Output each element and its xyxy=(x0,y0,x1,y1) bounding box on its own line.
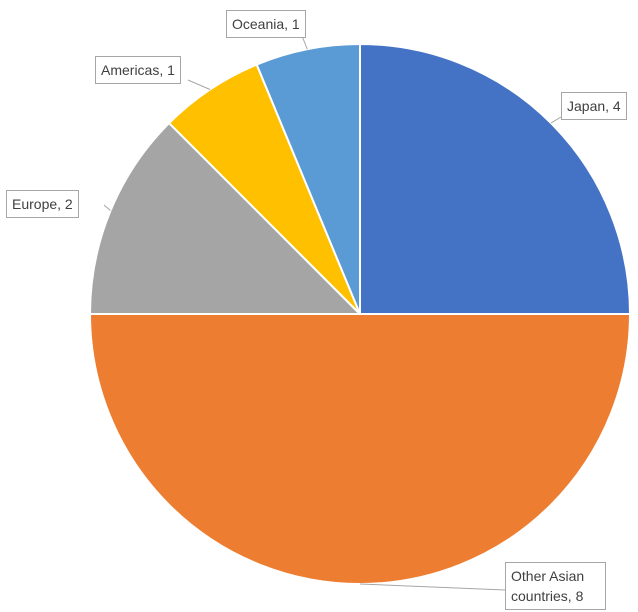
leader-line-americas xyxy=(187,79,211,90)
leader-line-other-asian-countries xyxy=(359,583,506,591)
pie-slice-japan xyxy=(359,42,632,315)
leader-line-europe xyxy=(103,204,111,212)
slice-label-japan: Japan, 4 xyxy=(561,92,627,120)
slice-label-other-asian-countries: Other Asian countries, 8 xyxy=(505,562,606,610)
leader-line-japan xyxy=(550,116,562,124)
slice-label-oceania: Oceania, 1 xyxy=(226,10,306,38)
slice-label-americas: Americas, 1 xyxy=(95,56,181,84)
leader-line-oceania xyxy=(301,35,308,50)
pie-slice-other-asian-countries xyxy=(88,313,632,585)
slice-label-europe: Europe, 2 xyxy=(6,190,79,218)
